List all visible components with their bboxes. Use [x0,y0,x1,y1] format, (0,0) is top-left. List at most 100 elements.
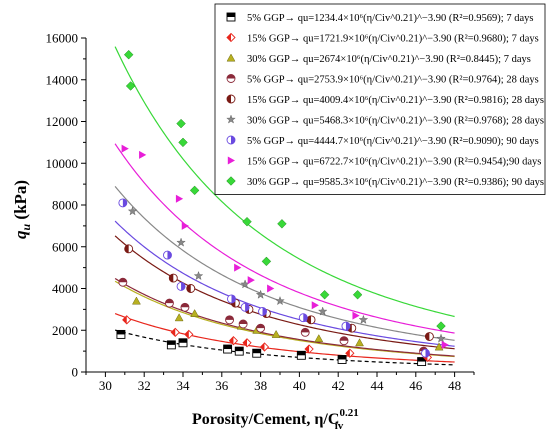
point-s9-11 [436,321,446,331]
tick-labels: 30 32 34 36 38 40 42 44 46 48 0 2000 4000 6000 8000 100… [46,31,462,394]
y-tick-label-10000: 10000 [46,156,79,171]
point-s9-4 [178,137,188,148]
point-s7-1 [118,198,128,208]
point-s2-5 [242,338,252,348]
fit-curve-4 [114,277,455,357]
legend-marker-8 [227,156,235,165]
x-tick-label-44: 44 [371,378,385,393]
point-s1-7 [296,350,306,360]
legend-marker-7 [226,135,236,145]
point-s9-10 [352,290,363,300]
legend-marker-3 [226,53,236,62]
point-s2-1 [122,315,132,325]
point-s2-3 [184,329,194,340]
legend-box [214,3,546,195]
point-s4-5 [238,319,248,329]
point-s9-5 [189,185,200,196]
point-s9-9 [319,290,330,300]
fit-curve-6 [114,185,455,341]
point-s9-3 [176,118,186,129]
point-s1-5 [234,346,244,356]
point-s2-8 [345,348,355,358]
x-tick-label-38: 38 [254,378,267,393]
fit-curve-7 [114,220,455,347]
legend-marker-6 [226,114,236,124]
legend-label-2: 15% GGP→ qu=1721.9×10⁶(η/Civ^0.21)^−3.90… [247,34,539,45]
point-s8-8 [311,301,319,310]
legend-label-6: 30% GGP→ qu=5468.3×10⁶(η/Civ^0.21)^−3.90… [247,116,544,127]
x-tick-label-42: 42 [332,378,345,393]
point-s4-3 [180,302,190,312]
point-s5-1 [124,244,134,254]
point-s6-6 [275,296,285,306]
point-s3-6 [271,329,281,338]
point-s4-2 [164,298,174,308]
legend-marker-1 [226,12,236,22]
point-s6-3 [193,270,204,281]
legend-label-1: 5% GGP→ qu=1234.4×10⁶(η/Civ^0.21)^−3.90 … [247,13,533,24]
legend: 5% GGP→ qu=1234.4×10⁶(η/Civ^0.21)^−3.90 … [214,3,546,195]
legend-label-5: 15% GGP→ qu=4009.4×10⁶(η/Civ^0.21)^−3.90… [247,95,544,106]
legend-label-4: 5% GGP→ qu=2753.9×10⁶(η/Civ^0.21)^−3.90 … [247,75,539,86]
y-tick-label-2000: 2000 [52,323,78,338]
point-s8-10 [441,340,449,349]
point-s6-2 [176,237,186,247]
fit-curve-9 [114,46,455,318]
point-s8-5 [234,263,242,272]
point-s3-2 [174,313,184,322]
fit-curve-3 [114,280,455,358]
point-s5-3 [186,284,196,293]
point-s4-6 [256,323,266,333]
point-s2-7 [304,344,314,354]
point-s1-6 [252,348,262,358]
point-s9-2 [125,81,136,91]
legend-marker-9 [226,176,236,186]
point-s9-1 [123,49,134,60]
legend-label-8: 15% GGP→ qu=6722.7×10⁶(η/Civ^0.21)^−3.90… [247,157,541,168]
point-s2-6 [259,342,270,352]
point-s8-1 [121,144,129,153]
point-s6-7 [317,306,328,316]
point-s4-7 [300,327,310,337]
axes [81,37,475,377]
point-s3-3 [190,309,200,317]
data-points [116,49,449,367]
point-s9-8 [277,219,287,229]
point-s4-4 [225,315,235,325]
point-s9-7 [261,256,272,267]
point-s8-2 [139,150,147,159]
x-tick-label-48: 48 [448,378,461,393]
point-s3-8 [355,338,364,347]
x-tick-label-36: 36 [215,378,229,393]
point-s9-6 [242,216,252,227]
legend-label-9: 30% GGP→ qu=9585.3×10⁶(η/Civ^0.21)^−3.90… [247,177,544,188]
legend-marker-4 [226,74,236,83]
point-s2-4 [228,336,239,346]
x-tick-label-40: 40 [293,378,306,393]
y-tick-label-12000: 12000 [46,114,79,129]
point-s6-1 [127,206,138,216]
y-tick-label-0: 0 [72,365,79,380]
x-tick-label-32: 32 [138,378,151,393]
y-tick-label-6000: 6000 [52,239,78,254]
point-s5-9 [424,332,434,341]
y-tick-label-16000: 16000 [46,31,79,46]
point-s6-9 [436,333,446,343]
point-s5-2 [168,273,178,283]
point-s3-9 [434,342,444,351]
point-s2-2 [170,327,180,337]
point-s4-8 [339,336,349,346]
point-s7-4 [227,294,236,304]
point-s6-8 [358,314,369,324]
point-s1-3 [178,338,188,348]
y-tick-label-8000: 8000 [52,198,78,213]
point-s1-2 [166,340,176,350]
fit-curve-2 [114,312,455,363]
point-s8-7 [267,284,275,293]
legend-label-7: 5% GGP→ qu=4444.7×10⁶(η/Civ^0.21)^−3.90 … [247,136,539,147]
y-axis-title: qu (kPa) [11,180,33,239]
point-s7-2 [163,250,172,260]
legend-marker-2 [226,32,236,43]
